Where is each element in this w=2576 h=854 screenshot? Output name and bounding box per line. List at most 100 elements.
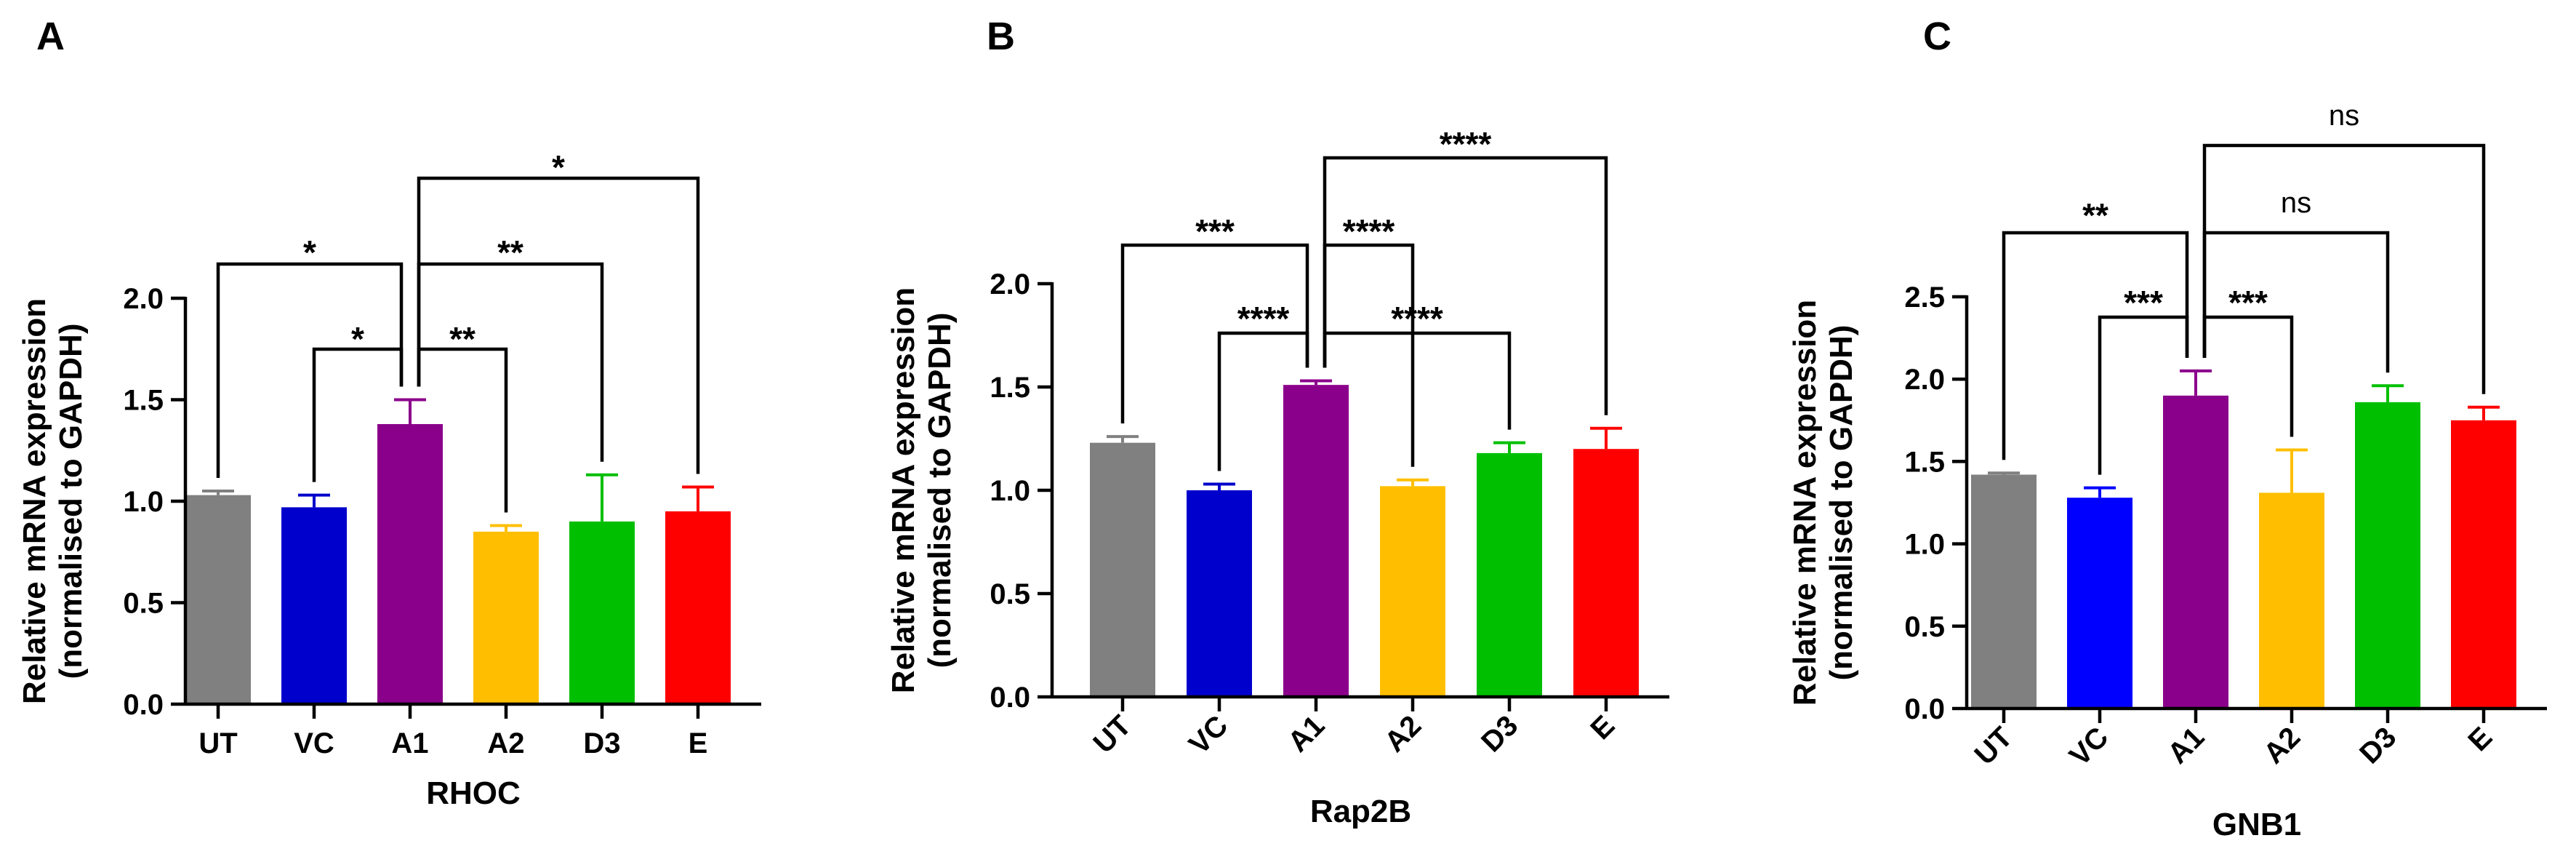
error-bar-a2	[2276, 448, 2308, 493]
significance-bracket	[216, 262, 404, 479]
y-tick-label: 0.5	[123, 588, 164, 620]
significance-label: ****	[1440, 125, 1492, 163]
error-bar-a1	[2180, 369, 2212, 396]
bar-e	[665, 511, 731, 704]
significance-bracket	[1120, 243, 1309, 424]
x-tick-label-ut: UT	[1088, 709, 1138, 759]
error-bar-vc	[2084, 486, 2116, 498]
panel-letter: B	[987, 15, 1015, 58]
significance-bracket	[1323, 156, 1608, 415]
significance-label: ****	[1237, 300, 1290, 338]
x-tick-label-a2: A2	[2258, 721, 2306, 770]
x-tick-label-a2: A2	[1379, 709, 1427, 758]
significance-bracket	[2002, 231, 2189, 460]
y-tick-label: 1.5	[990, 372, 1030, 404]
bar-a1	[2163, 395, 2228, 709]
x-tick-label-e: E	[1584, 709, 1621, 746]
y-tick-label: 2.0	[990, 268, 1030, 300]
y-tick-label: 0.0	[1904, 693, 1945, 725]
error-bar-vc	[298, 493, 330, 508]
significance-label: ns	[2329, 100, 2359, 132]
significance-bracket	[417, 262, 604, 462]
significance-label: ***	[2228, 284, 2268, 322]
error-bar-d3	[2372, 384, 2404, 402]
significance-label: ****	[1343, 212, 1395, 250]
significance-bracket	[1323, 331, 1512, 430]
error-bar-a2	[1397, 478, 1429, 487]
significance-label: ****	[1391, 300, 1443, 338]
bar-a1	[377, 423, 443, 704]
error-bar-vc	[1203, 482, 1235, 490]
significance-bracket	[417, 176, 700, 474]
bar-vc	[1187, 490, 1252, 697]
y-tick-label: 1.0	[123, 486, 164, 518]
significance-label: *	[552, 148, 565, 186]
panel-b: B 0.0 0.5 1.0 1.5 2.0 UT VC A1 A2 D3 E Rap2B Relative…	[886, 15, 1669, 829]
y-tick-label: 1.0	[990, 475, 1030, 507]
significance-label: ***	[1195, 212, 1235, 250]
x-tick-label-d3: D3	[1475, 709, 1524, 758]
x-tick-label-vc: VC	[2063, 721, 2114, 772]
y-axis-title-line2: (normalised to GAPDH)	[1823, 325, 1859, 681]
y-tick-label: 0.0	[123, 689, 164, 721]
x-tick-label-vc: VC	[294, 727, 334, 759]
y-tick-label: 2.5	[1904, 282, 1945, 314]
x-axis-title: GNB1	[2212, 807, 2301, 842]
x-tick-label-vc: VC	[1183, 709, 1234, 760]
panel-a: A 0.0 0.5 1.0 1.5 2.0 UT VC A1 A2 D3 E RHOC Relative …	[17, 15, 761, 811]
error-bar-a1	[394, 398, 426, 424]
bar-d3	[1477, 452, 1542, 697]
error-bar-e	[1590, 426, 1622, 450]
bar-a2	[2259, 492, 2324, 709]
x-tick-label-ut: UT	[1969, 721, 2019, 771]
significance-label: **	[497, 234, 523, 271]
x-axis-title: RHOC	[426, 775, 521, 811]
error-bar-ut	[1107, 435, 1139, 443]
x-tick-label-d3: D3	[2354, 721, 2402, 770]
panel-letter: C	[1923, 15, 1951, 58]
bar-ut	[1090, 442, 1155, 697]
significance-label: *	[351, 320, 364, 358]
x-tick-label-d3: D3	[583, 727, 620, 759]
y-axis-title: Relative mRNA expression	[1787, 300, 1823, 706]
error-bar-a1	[1300, 379, 1332, 386]
error-bar-ut	[1988, 471, 2020, 475]
panel-letter: A	[36, 15, 65, 58]
error-bar-a2	[490, 524, 522, 532]
y-tick-label: 0.5	[990, 578, 1030, 610]
x-tick-label-e: E	[689, 727, 708, 759]
y-tick-label: 1.0	[1904, 529, 1945, 561]
bar-vc	[281, 507, 347, 704]
bar-ut	[185, 495, 251, 704]
x-tick-label-a1: A1	[391, 727, 428, 759]
x-tick-label-e: E	[2462, 721, 2498, 757]
error-bar-ut	[202, 490, 234, 495]
y-tick-label: 1.5	[123, 385, 164, 417]
y-tick-label: 0.5	[1904, 611, 1945, 643]
y-tick-label: 2.0	[123, 283, 164, 315]
x-axis-title: Rap2B	[1310, 794, 1411, 829]
significance-label: ***	[2124, 284, 2163, 322]
error-bar-d3	[586, 473, 618, 522]
bar-d3	[569, 521, 635, 704]
significance-label: **	[2082, 196, 2108, 234]
bar-a2	[1380, 486, 1445, 697]
error-bar-e	[2468, 405, 2500, 420]
y-axis-title: Relative mRNA expression	[17, 298, 52, 704]
y-axis-title-line2: (normalised to GAPDH)	[922, 313, 958, 669]
y-tick-label: 0.0	[990, 682, 1030, 714]
y-axis-title: Relative mRNA expression	[886, 287, 921, 693]
y-axis-title-line2: (normalised to GAPDH)	[53, 324, 89, 679]
significance-label: *	[303, 234, 316, 271]
bar-d3	[2355, 402, 2420, 709]
y-tick-label: 2.0	[1904, 364, 1945, 396]
x-tick-label-a1: A1	[2162, 721, 2210, 770]
bar-e	[2451, 420, 2516, 709]
x-tick-label-a2: A2	[487, 727, 524, 759]
x-tick-label-ut: UT	[198, 727, 237, 759]
bar-e	[1573, 449, 1639, 697]
x-tick-label-a1: A1	[1282, 709, 1331, 758]
significance-bracket	[2202, 143, 2486, 394]
y-tick-label: 1.5	[1904, 446, 1945, 478]
